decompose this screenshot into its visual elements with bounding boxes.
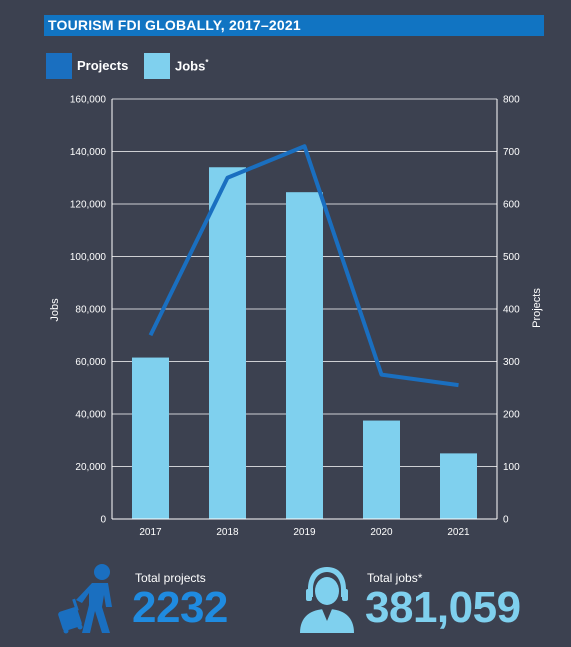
y-right-tick-label: 100	[503, 462, 520, 473]
y-right-tick-label: 400	[503, 305, 520, 316]
y-right-tick-label: 0	[503, 515, 509, 526]
total-jobs-value: 381,059	[365, 583, 521, 632]
legend-jobs-label-wrap: Jobs*	[175, 58, 208, 73]
y-left-tick-label: 140,000	[70, 147, 107, 158]
headset-worker-icon	[300, 567, 354, 633]
jobs-bar	[209, 167, 246, 519]
y-right-tick-label: 800	[503, 95, 520, 106]
y-right-tick-label: 500	[503, 252, 520, 263]
jobs-bar	[286, 192, 323, 519]
y-axis-right-title: Projects	[531, 288, 543, 328]
y-right-tick-label: 600	[503, 200, 520, 211]
x-tick-label: 2019	[293, 527, 316, 538]
total-jobs-caption: Total jobs*	[367, 571, 423, 585]
jobs-bar	[132, 357, 169, 519]
y-left-tick-label: 100,000	[70, 252, 107, 263]
tick-labels: 0 0 20,000 100 40,000 200 60,000 300 80,000 400 10…	[70, 95, 520, 539]
x-tick-label: 2017	[139, 527, 162, 538]
y-axis-left-title: Jobs	[49, 298, 61, 322]
x-tick-label: 2020	[370, 527, 393, 538]
legend-jobs-label: Jobs	[175, 58, 206, 74]
y-right-tick-label: 700	[503, 147, 520, 158]
y-left-tick-label: 120,000	[70, 200, 107, 211]
y-right-tick-label: 200	[503, 410, 520, 421]
axes	[111, 99, 498, 520]
legend-projects: Projects	[46, 53, 146, 79]
legend-jobs-swatch	[144, 53, 170, 79]
y-left-tick-label: 80,000	[75, 305, 106, 316]
legend-jobs-marker: *	[205, 58, 209, 67]
jobs-bar	[440, 453, 477, 519]
x-tick-label: 2021	[447, 527, 470, 538]
traveler-with-suitcase-icon	[58, 564, 112, 634]
total-projects-value: 2232	[132, 583, 228, 632]
chart-title: TOURISM FDI GLOBALLY, 2017–2021	[48, 17, 301, 33]
jobs-bar	[363, 420, 400, 519]
y-left-tick-label: 20,000	[75, 462, 106, 473]
y-right-tick-label: 300	[503, 357, 520, 368]
projects-line-layer	[148, 144, 459, 388]
total-projects-caption: Total projects	[135, 571, 206, 585]
title-bar: TOURISM FDI GLOBALLY, 2017–2021	[44, 15, 544, 36]
y-left-tick-label: 0	[100, 515, 106, 526]
x-tick-label: 2018	[216, 527, 239, 538]
y-left-tick-label: 40,000	[75, 410, 106, 421]
legend-jobs: Jobs*	[144, 53, 234, 79]
y-left-tick-label: 160,000	[70, 95, 107, 106]
legend-projects-label: Projects	[77, 58, 129, 73]
y-left-tick-label: 60,000	[75, 357, 106, 368]
jobs-bars	[132, 167, 477, 519]
legend-projects-swatch	[46, 53, 72, 79]
